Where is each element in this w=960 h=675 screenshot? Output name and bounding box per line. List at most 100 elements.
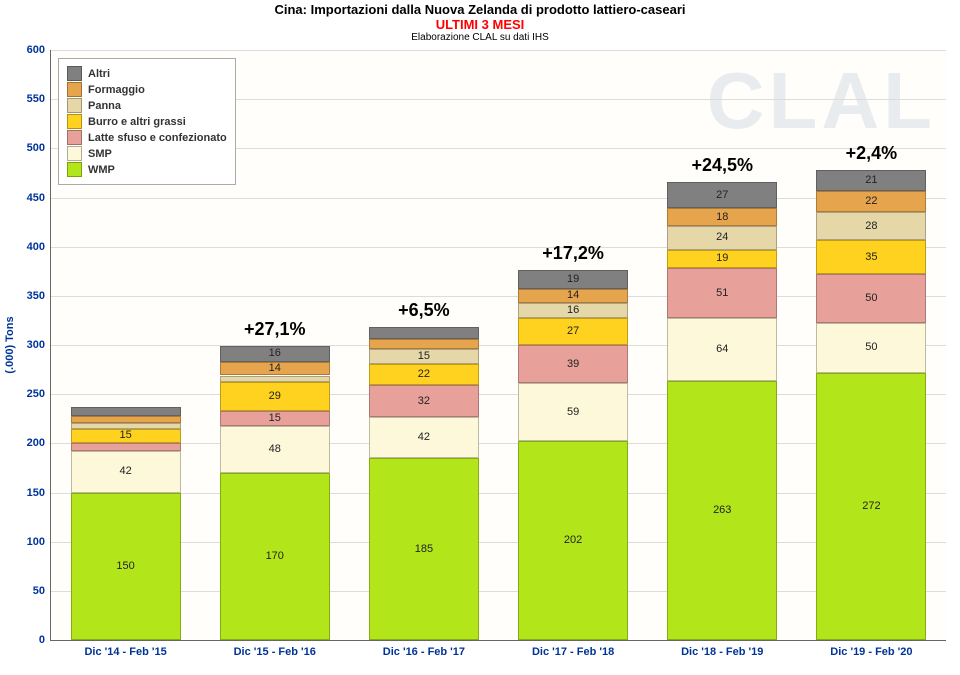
bar-segment-smp: 59 [518, 383, 628, 441]
segment-value-label: 64 [716, 344, 728, 355]
segment-value-label: 14 [269, 363, 281, 374]
chart-title-block: Cina: Importazioni dalla Nuova Zelanda d… [0, 2, 960, 43]
legend-swatch [67, 66, 82, 81]
segment-value-label: 263 [713, 505, 731, 516]
bar-segment-wmp: 272 [816, 373, 926, 640]
grid-line [51, 542, 946, 543]
bar-segment-smp: 48 [220, 426, 330, 473]
legend-item-formaggio: Formaggio [67, 82, 227, 97]
legend-swatch [67, 162, 82, 177]
bar-segment-smp: 64 [667, 318, 777, 381]
segment-value-label: 28 [865, 221, 877, 232]
grid-line [51, 345, 946, 346]
bar-segment-wmp: 263 [667, 381, 777, 640]
x-tick-label: Dic '14 - Feb '15 [84, 646, 166, 658]
segment-value-label: 35 [865, 252, 877, 263]
legend-item-panna: Panna [67, 98, 227, 113]
segment-value-label: 48 [269, 444, 281, 455]
y-tick-label: 0 [39, 634, 45, 646]
pct-change-label: +17,2% [542, 243, 604, 264]
x-tick-label: Dic '15 - Feb '16 [234, 646, 316, 658]
segment-value-label: 15 [418, 351, 430, 362]
y-tick-label: 50 [33, 585, 45, 597]
chart-container: Cina: Importazioni dalla Nuova Zelanda d… [0, 0, 960, 675]
bar-segment-latte: 39 [518, 345, 628, 383]
bar-segment-latte: 15 [220, 411, 330, 426]
bar-segment-burro: 27 [518, 318, 628, 345]
bar-segment-altri [71, 407, 181, 416]
legend-label: Burro e altri grassi [88, 116, 186, 128]
segment-value-label: 16 [567, 305, 579, 316]
bar-segment-latte: 51 [667, 268, 777, 318]
legend-item-altri: Altri [67, 66, 227, 81]
legend-swatch [67, 130, 82, 145]
legend-label: Panna [88, 100, 121, 112]
bar-segment-latte: 32 [369, 385, 479, 416]
chart-source: Elaborazione CLAL su dati IHS [0, 32, 960, 43]
chart-title: Cina: Importazioni dalla Nuova Zelanda d… [0, 2, 960, 17]
y-tick-label: 100 [27, 536, 45, 548]
segment-value-label: 21 [865, 175, 877, 186]
bar-segment-latte: 50 [816, 274, 926, 323]
grid-line [51, 247, 946, 248]
x-tick-label: Dic '17 - Feb '18 [532, 646, 614, 658]
segment-value-label: 24 [716, 232, 728, 243]
bar-segment-smp: 42 [71, 451, 181, 492]
segment-value-label: 42 [119, 466, 131, 477]
segment-value-label: 59 [567, 407, 579, 418]
y-tick-label: 250 [27, 388, 45, 400]
segment-value-label: 32 [418, 396, 430, 407]
legend-label: Formaggio [88, 84, 145, 96]
pct-change-label: +2,4% [846, 143, 898, 164]
y-tick-label: 150 [27, 487, 45, 499]
bar-segment-burro: 15 [71, 429, 181, 444]
chart-subtitle: ULTIMI 3 MESI [0, 17, 960, 32]
segment-value-label: 150 [116, 561, 134, 572]
y-tick-label: 500 [27, 142, 45, 154]
y-tick-label: 300 [27, 339, 45, 351]
bar-segment-burro: 19 [667, 250, 777, 269]
x-tick-label: Dic '19 - Feb '20 [830, 646, 912, 658]
bar-segment-altri: 21 [816, 170, 926, 191]
segment-value-label: 22 [418, 369, 430, 380]
legend-label: Latte sfuso e confezionato [88, 132, 227, 144]
bar-segment-panna: 16 [518, 303, 628, 319]
bar-segment-smp: 42 [369, 417, 479, 458]
pct-change-label: +27,1% [244, 319, 306, 340]
bar-segment-formaggio [71, 416, 181, 423]
segment-value-label: 19 [716, 253, 728, 264]
grid-line [51, 296, 946, 297]
bar-segment-burro: 22 [369, 364, 479, 386]
segment-value-label: 39 [567, 359, 579, 370]
pct-change-label: +24,5% [691, 155, 753, 176]
y-tick-label: 550 [27, 93, 45, 105]
y-axis-label: (.000) Tons [4, 316, 16, 373]
grid-line [51, 443, 946, 444]
bar-segment-latte [71, 443, 181, 451]
segment-value-label: 15 [119, 430, 131, 441]
y-tick-label: 450 [27, 192, 45, 204]
segment-value-label: 15 [269, 413, 281, 424]
legend-label: WMP [88, 164, 115, 176]
segment-value-label: 27 [716, 190, 728, 201]
legend-item-burro: Burro e altri grassi [67, 114, 227, 129]
legend-label: Altri [88, 68, 110, 80]
segment-value-label: 27 [567, 326, 579, 337]
segment-value-label: 202 [564, 535, 582, 546]
grid-line [51, 198, 946, 199]
legend-swatch [67, 146, 82, 161]
legend-item-wmp: WMP [67, 162, 227, 177]
bar-segment-formaggio [369, 339, 479, 349]
bar-segment-burro: 35 [816, 240, 926, 274]
segment-value-label: 51 [716, 288, 728, 299]
watermark: CLAL [707, 55, 936, 147]
legend: Altri Formaggio Panna Burro e altri grassi L… [58, 58, 236, 185]
bar-segment-wmp: 202 [518, 441, 628, 640]
segment-value-label: 50 [865, 293, 877, 304]
bar-segment-smp: 50 [816, 323, 926, 372]
segment-value-label: 170 [266, 551, 284, 562]
grid-line [51, 394, 946, 395]
y-tick-label: 400 [27, 241, 45, 253]
segment-value-label: 22 [865, 196, 877, 207]
segment-value-label: 185 [415, 544, 433, 555]
